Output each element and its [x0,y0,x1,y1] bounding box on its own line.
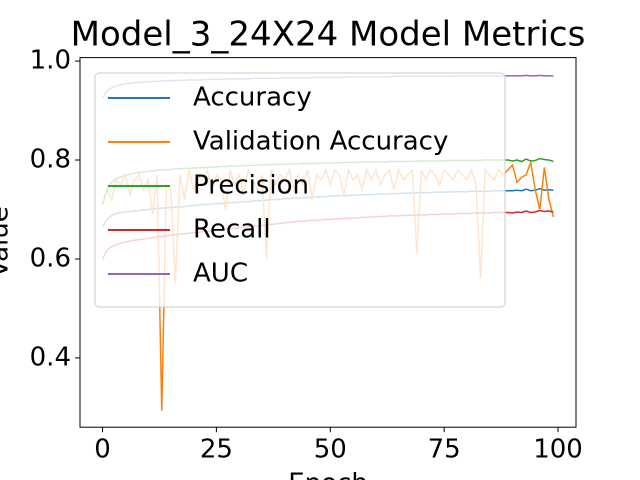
x-axis-label: Epoch [288,469,368,480]
x-tick-label: 75 [428,435,461,465]
x-tick-label: 50 [314,435,347,465]
x-tick-label: 100 [533,435,583,465]
legend-label: Validation Accuracy [193,127,448,157]
y-axis-label: Value [0,206,15,277]
x-tick-label: 0 [94,435,111,465]
axes-frame [79,57,577,428]
x-tick-label: 25 [200,435,233,465]
y-tick-label: 1.0 [30,46,71,76]
y-tick-label: 0.4 [30,342,71,372]
y-tick-label: 0.8 [30,145,71,175]
legend-box [94,72,506,308]
chart-title: Model_3_24X24 Model Metrics [71,15,586,55]
legend-label: Accuracy [193,83,312,113]
legend-label: Recall [193,215,271,245]
legend-label: Precision [193,171,309,201]
y-tick-label: 0.6 [30,243,71,273]
legend-label: AUC [193,259,248,289]
